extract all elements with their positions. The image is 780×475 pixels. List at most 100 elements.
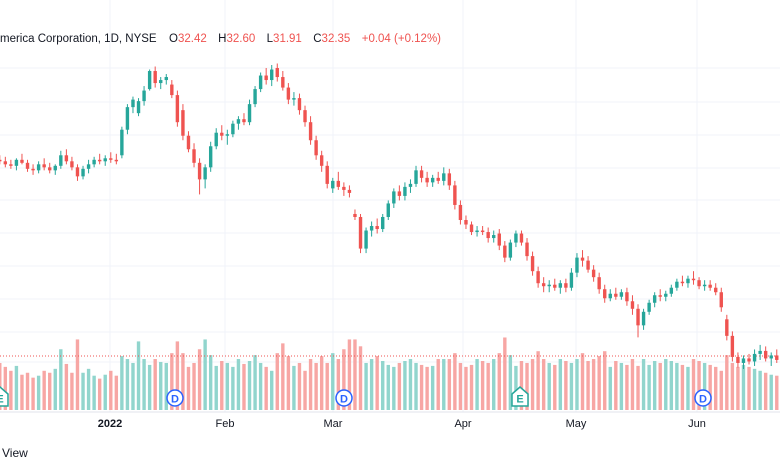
volume-bar (702, 362, 707, 410)
candle-body (75, 167, 80, 177)
symbol-title[interactable]: merica Corporation, 1D, NYSE (0, 33, 157, 45)
volume-bar (70, 372, 74, 410)
candle-body (397, 191, 402, 196)
volume-bar (170, 353, 174, 410)
volume-bar (669, 361, 674, 410)
volume-bars (0, 337, 779, 410)
candle-body (36, 164, 41, 171)
time-axis-tick-label: 2022 (98, 418, 122, 430)
volume-bar (181, 353, 185, 410)
volume-bar (425, 366, 429, 410)
candle-body (147, 71, 152, 90)
volume-bar (303, 370, 307, 410)
candle-body (369, 226, 374, 231)
volume-bar (708, 364, 712, 410)
volume-bar (53, 368, 57, 410)
candle-body (714, 287, 718, 293)
candle-body (9, 164, 13, 166)
candle-body (569, 272, 574, 288)
volume-bar (308, 359, 313, 410)
volume-bar (25, 372, 30, 410)
high-label: H (218, 33, 227, 45)
candle-body (31, 168, 35, 171)
volume-bar (336, 359, 341, 410)
candle-body (364, 230, 368, 249)
volume-bar (480, 361, 485, 410)
volume-bar (530, 359, 535, 410)
dividend-marker[interactable]: D (694, 389, 712, 407)
volume-bar (580, 353, 585, 410)
candle-body (492, 235, 496, 239)
candle-body (408, 183, 413, 187)
candle-body (131, 99, 135, 108)
candle-body (652, 295, 657, 303)
time-axis-tick-label: May (566, 418, 587, 430)
volume-bar (675, 362, 679, 410)
volume-bar (547, 362, 551, 410)
candle-body (125, 107, 130, 130)
candle-body (42, 164, 46, 168)
earnings-marker[interactable]: E (0, 386, 9, 407)
candle-body (669, 287, 674, 294)
time-axis-tick-label: Apr (454, 418, 471, 430)
volume-bar (475, 359, 479, 410)
volume-bar (42, 370, 46, 410)
candle-body (136, 101, 141, 114)
candle-body (575, 257, 579, 273)
volume-bar (314, 362, 318, 410)
candle-body (586, 260, 590, 270)
time-axis-tick-label: Jun (688, 418, 706, 430)
view-label[interactable]: View (2, 446, 28, 460)
volume-bar (369, 359, 374, 410)
volume-bar (159, 361, 163, 410)
open-label: O (169, 33, 178, 45)
candle-body (619, 292, 624, 297)
volume-bar (763, 372, 768, 410)
volume-bar (419, 364, 424, 410)
volume-bar (286, 356, 291, 410)
high-value: 32.60 (226, 33, 256, 45)
candle-body (719, 292, 723, 308)
event-marker-label: E (0, 394, 4, 406)
volume-bar (192, 362, 196, 410)
candle-body (170, 84, 174, 96)
volume-bar (81, 372, 85, 410)
volume-bar (519, 361, 524, 410)
candle-body (414, 170, 418, 184)
candle-body (281, 77, 285, 88)
volume-bar (508, 355, 513, 410)
event-marker-label: D (699, 394, 707, 406)
volume-bar (253, 355, 257, 410)
volume-bar (658, 362, 662, 410)
candle-body (430, 177, 435, 183)
volume-bar (686, 366, 690, 410)
volume-bar (364, 362, 368, 410)
candles (0, 63, 779, 369)
volume-bar (408, 359, 413, 410)
volume-bar (730, 362, 735, 410)
candle-body (697, 280, 701, 287)
event-markers[interactable]: EDDED (0, 386, 712, 407)
candle-body (625, 292, 629, 302)
candle-body (3, 161, 8, 165)
candle-body (325, 165, 329, 184)
volume-bar (297, 362, 302, 410)
candle-body (664, 293, 668, 297)
candle-body (0, 159, 2, 162)
volume-bar (120, 356, 124, 410)
earnings-marker[interactable]: E (511, 386, 529, 407)
candle-body (20, 159, 24, 163)
candle-body (530, 256, 535, 272)
volume-bar (736, 366, 740, 410)
volume-bar (525, 362, 529, 410)
dividend-marker[interactable]: D (166, 389, 184, 407)
dividend-marker[interactable]: D (335, 389, 353, 407)
volume-bar (614, 361, 618, 410)
candle-body (342, 186, 346, 190)
volume-bar (175, 341, 180, 410)
volume-bar (553, 364, 557, 410)
volume-bar (59, 349, 63, 410)
candle-body (725, 319, 729, 336)
